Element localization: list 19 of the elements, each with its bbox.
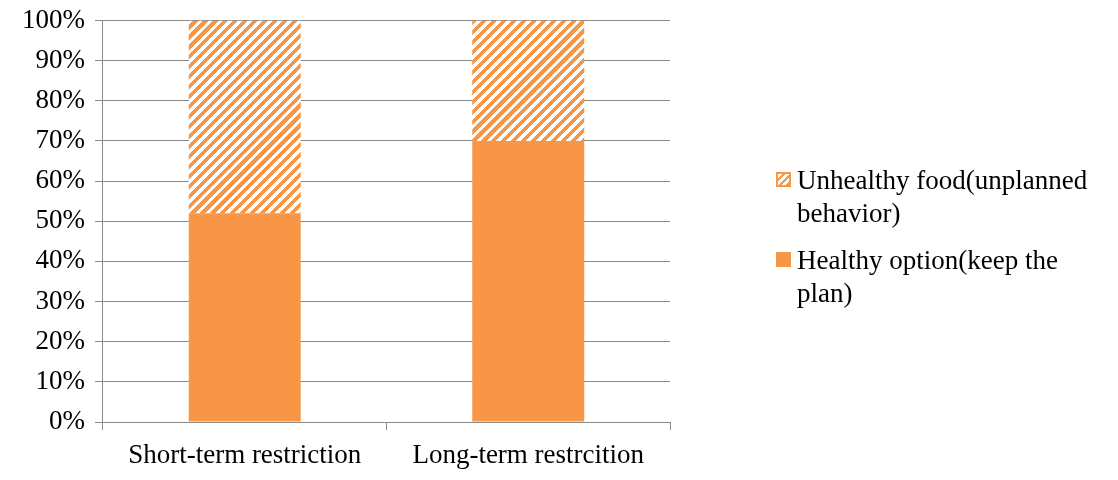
bar xyxy=(188,213,301,422)
legend-label: Healthy option(keep the plan) xyxy=(797,244,1059,310)
y-tick-label: 80% xyxy=(35,83,85,114)
y-tick-label: 100% xyxy=(21,3,85,34)
y-tick-label: 60% xyxy=(35,164,85,195)
x-tick-label: Short-term restriction xyxy=(128,438,362,469)
y-tick-label: 90% xyxy=(35,43,85,74)
y-tick-label: 20% xyxy=(35,324,85,355)
bar xyxy=(472,20,585,141)
x-tick-label: Long-term restrcition xyxy=(412,438,645,469)
y-tick-label: 50% xyxy=(35,204,85,235)
y-tick-label: 10% xyxy=(35,364,85,395)
y-tick-label: 70% xyxy=(35,124,85,155)
legend-label: Unhealthy food(unplanned behavior) xyxy=(797,164,1089,230)
y-tick-label: 0% xyxy=(48,405,85,436)
y-tick-label: 40% xyxy=(35,244,85,275)
bar xyxy=(188,20,301,214)
y-tick-label: 30% xyxy=(35,284,85,315)
bar xyxy=(472,140,585,422)
